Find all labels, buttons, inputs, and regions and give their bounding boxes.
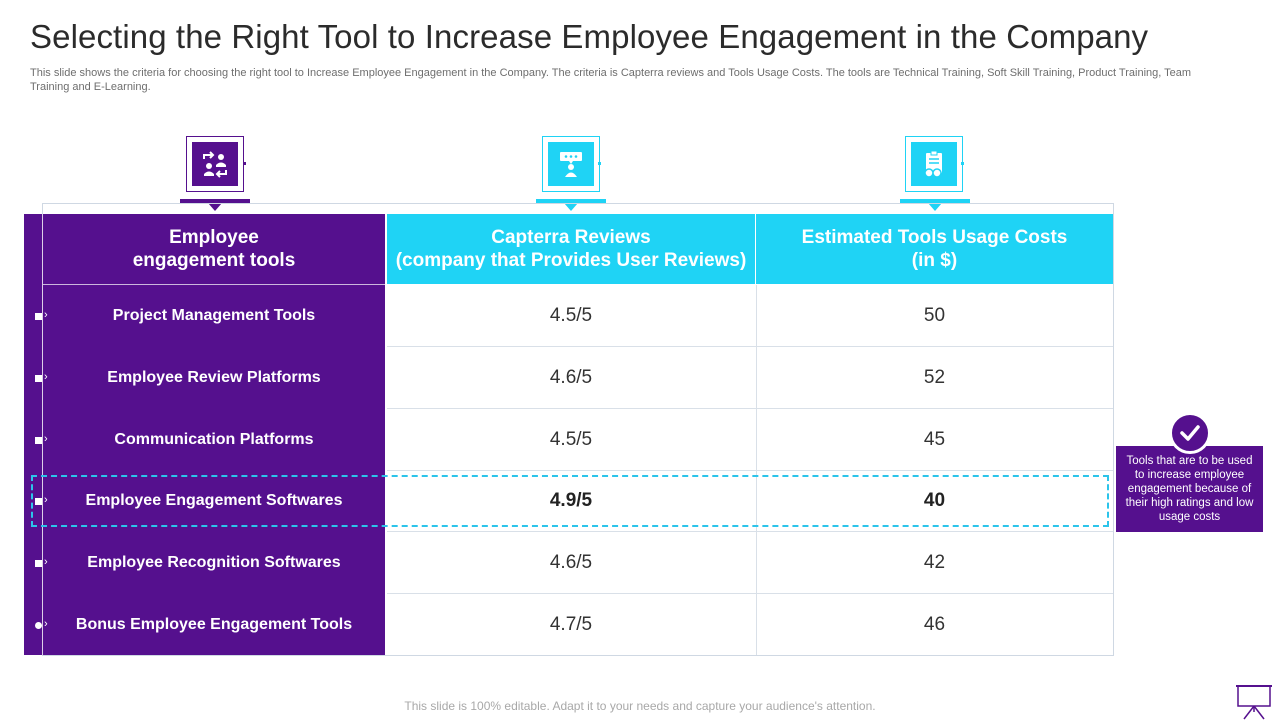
row-bullet: › (35, 556, 49, 570)
tool-name: Bonus Employee Engagement Tools (75, 616, 353, 633)
icon-dot (598, 162, 601, 165)
row-divider (387, 346, 1113, 347)
row-divider (387, 470, 1113, 471)
header-costs: Estimated Tools Usage Costs (in $) (756, 214, 1113, 284)
row-bullet: › (35, 494, 49, 508)
row-bullet: › (35, 371, 49, 385)
table-row: › Employee Recognition Softwares 4.6/5 4… (0, 532, 1280, 594)
page-title: Selecting the Right Tool to Increase Emp… (30, 18, 1149, 55)
tools-column-background (24, 214, 385, 655)
row-divider (387, 408, 1113, 409)
row-divider (387, 593, 1113, 594)
presentation-board-icon (1236, 685, 1272, 720)
cost-cell: 46 (923, 614, 946, 635)
note-box: Tools that are to be used to increase em… (1116, 446, 1263, 532)
header-separator (43, 284, 385, 285)
icon-pointer (928, 203, 942, 211)
icon-dot (243, 162, 246, 165)
tool-name: Employee Recognition Softwares (87, 554, 341, 571)
row-divider (387, 531, 1113, 532)
table-row: › Employee Review Platforms 4.6/5 52 (0, 347, 1280, 409)
cost-cell: 52 (923, 367, 946, 388)
tools-header-icon-box (186, 136, 244, 192)
icon-underline (536, 199, 606, 203)
tool-name: Employee Engagement Softwares (85, 492, 343, 509)
rating-cell: 4.9/5 (549, 490, 593, 511)
header-reviews: Capterra Reviews (company that Provides … (387, 214, 755, 284)
cost-cell: 40 (923, 490, 946, 511)
presentation-person-icon (560, 152, 582, 177)
clipboard-coins-icon (924, 150, 942, 178)
row-bullet: › (35, 618, 49, 632)
tool-name: Project Management Tools (112, 307, 316, 324)
table-row: › Bonus Employee Engagement Tools 4.7/5 … (0, 594, 1280, 656)
row-bullet: › (35, 433, 49, 447)
tool-name: Communication Platforms (114, 431, 314, 448)
team-exchange-icon (203, 151, 227, 178)
table-row: › Project Management Tools 4.5/5 50 (0, 285, 1280, 347)
cost-cell: 50 (923, 305, 946, 326)
table-row: › Communication Platforms 4.5/5 45 (0, 409, 1280, 471)
tools-column-line (42, 214, 43, 655)
cost-cell: 45 (923, 429, 946, 450)
icon-pointer (208, 203, 222, 211)
cost-cell: 42 (923, 552, 946, 573)
footer-text: This slide is 100% editable. Adapt it to… (404, 699, 876, 713)
rating-cell: 4.6/5 (549, 552, 593, 573)
table-row-highlighted: › Employee Engagement Softwares 4.9/5 40 (0, 470, 1280, 532)
highlight-dashed-box (31, 475, 1109, 527)
header-tools: Employee engagement tools (132, 227, 296, 271)
rating-cell: 4.7/5 (549, 614, 593, 635)
icon-pointer (564, 203, 578, 211)
rating-cell: 4.6/5 (549, 367, 593, 388)
icon-underline (180, 199, 250, 203)
costs-header-icon-box (905, 136, 963, 192)
tool-name: Employee Review Platforms (107, 369, 321, 386)
page-subtitle: This slide shows the criteria for choosi… (30, 67, 1192, 93)
icon-dot (961, 162, 964, 165)
rating-cell: 4.5/5 (549, 305, 593, 326)
row-bullet: › (35, 309, 49, 323)
rating-cell: 4.5/5 (549, 429, 593, 450)
reviews-header-icon-box (542, 136, 600, 192)
check-icon (1169, 412, 1211, 454)
icon-underline (900, 199, 970, 203)
